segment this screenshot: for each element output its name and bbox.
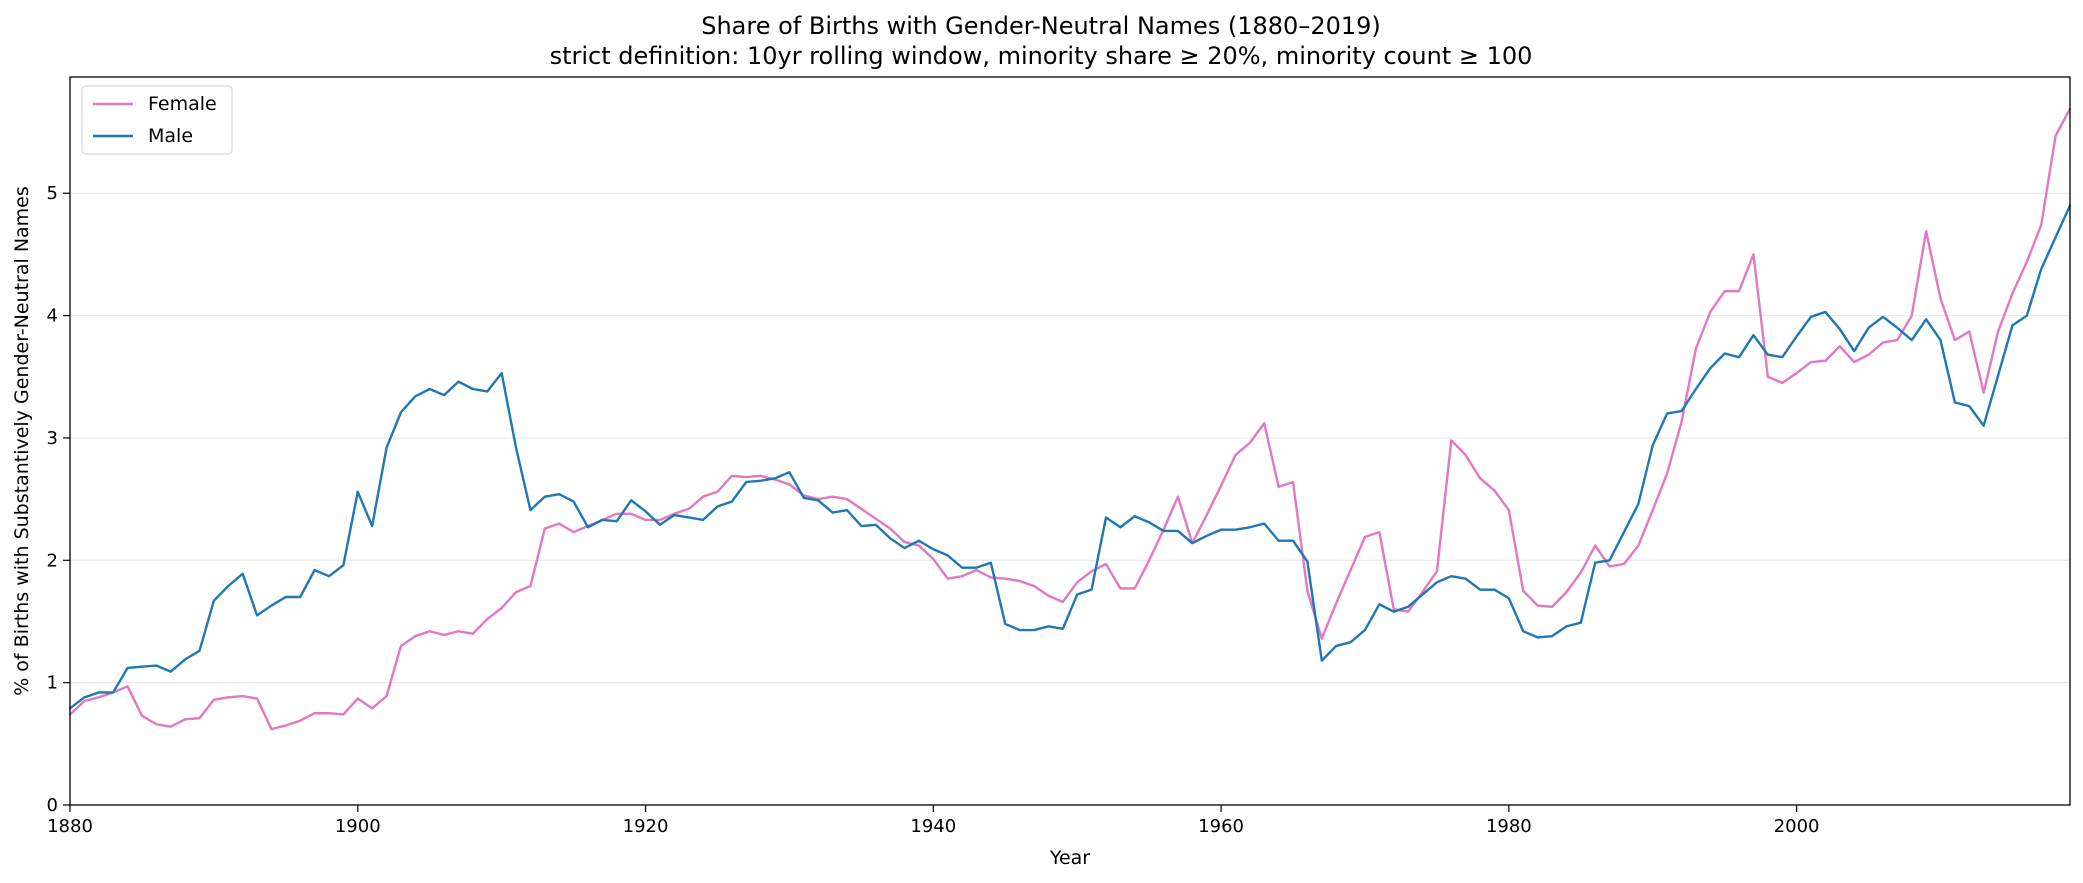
y-tick-label-3: 3	[47, 428, 58, 449]
axis-ticks: 0 1 2 3 4 5 1880 1900 1920 1940 1960 1980 2000	[47, 183, 1820, 837]
x-tick-label-1880: 1880	[47, 816, 93, 837]
y-tick-label-0: 0	[47, 795, 58, 816]
series-line-female	[68, 107, 2072, 731]
x-tick-label-2000: 2000	[1774, 816, 1820, 837]
legend: Female Male	[81, 85, 233, 155]
plot-frame	[69, 76, 2071, 806]
series-line-male	[68, 204, 2072, 710]
chart-title: Share of Births with Gender-Neutral Name…	[701, 12, 1381, 40]
x-axis-label: Year	[1049, 847, 1090, 869]
x-tick-label-1900: 1900	[335, 816, 381, 837]
y-tick-label-2: 2	[47, 550, 58, 571]
y-axis-label: % of Births with Substantively Gender-Ne…	[11, 186, 33, 696]
y-tick-label-1: 1	[47, 673, 58, 694]
y-tick-label-4: 4	[47, 306, 58, 327]
x-tick-label-1940: 1940	[910, 816, 956, 837]
x-tick-label-1920: 1920	[623, 816, 669, 837]
chart-subtitle: strict definition: 10yr rolling window, …	[550, 42, 1533, 70]
legend-label-female: Female	[148, 93, 217, 115]
legend-label-male: Male	[148, 125, 193, 147]
y-tick-label-5: 5	[47, 183, 58, 204]
x-tick-label-1980: 1980	[1486, 816, 1532, 837]
series-lines	[68, 107, 2072, 731]
x-tick-label-1960: 1960	[1198, 816, 1244, 837]
